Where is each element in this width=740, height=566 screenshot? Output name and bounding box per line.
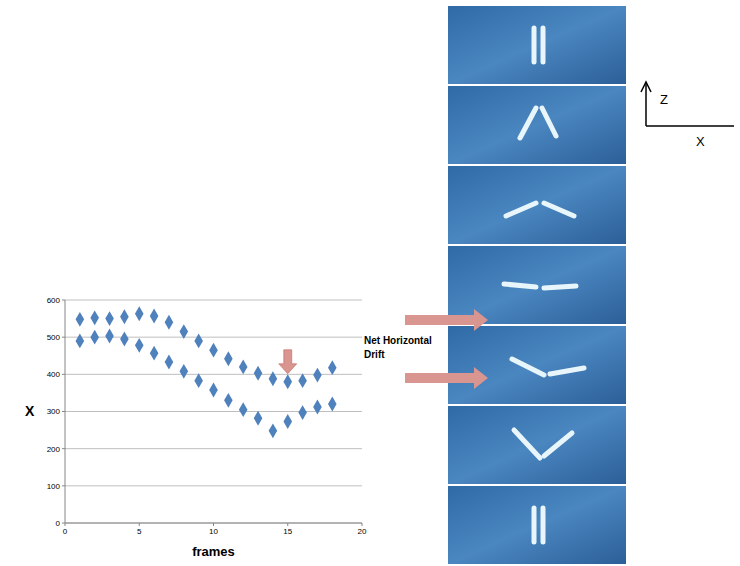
svg-text:Drift: Drift [364, 349, 385, 360]
svg-text:20: 20 [358, 527, 367, 536]
svg-text:200: 200 [47, 445, 61, 454]
svg-text:500: 500 [47, 333, 61, 342]
svg-text:15: 15 [283, 527, 292, 536]
svg-text:frames: frames [192, 544, 235, 559]
svg-text:400: 400 [47, 370, 61, 379]
svg-text:5: 5 [137, 527, 142, 536]
svg-text:300: 300 [47, 407, 61, 416]
svg-text:0: 0 [56, 519, 61, 528]
svg-text:Z: Z [660, 92, 668, 107]
svg-text:100: 100 [47, 482, 61, 491]
svg-text:Net Horizontal: Net Horizontal [364, 335, 432, 346]
svg-text:0: 0 [63, 527, 68, 536]
svg-text:X: X [696, 134, 705, 149]
svg-text:X: X [25, 403, 35, 419]
svg-text:10: 10 [209, 527, 218, 536]
svg-text:600: 600 [47, 296, 61, 305]
